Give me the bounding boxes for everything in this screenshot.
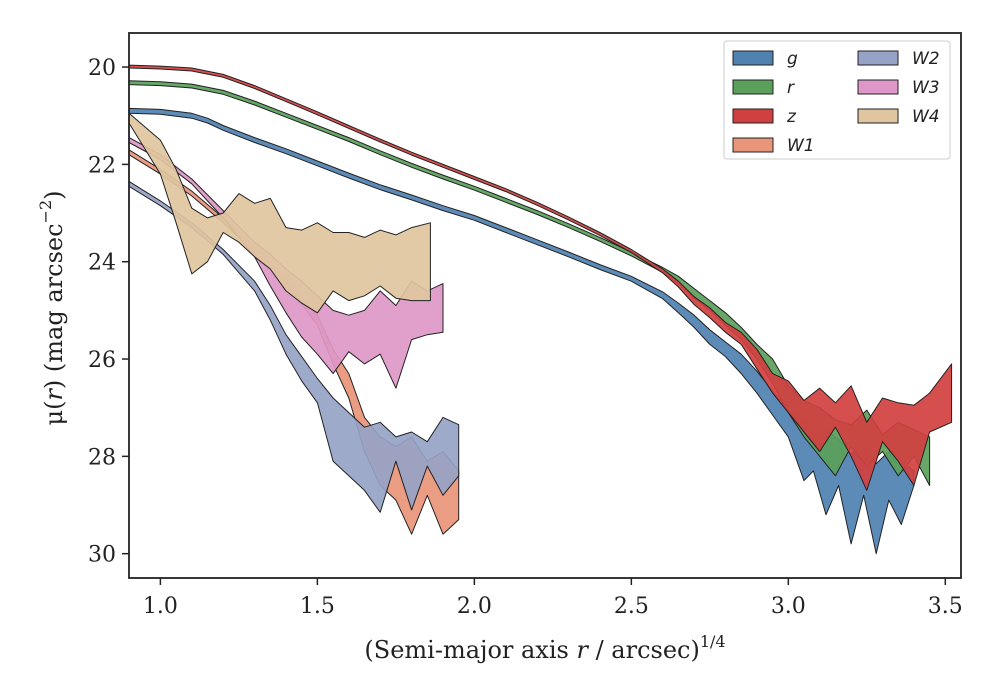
legend-swatch-w4 xyxy=(857,108,899,124)
y-tick-label: 26 xyxy=(88,348,116,373)
legend-items: grz W1 W2 W3 W4 xyxy=(732,49,940,156)
series-band-z xyxy=(128,64,953,491)
x-tick-label: 2.5 xyxy=(614,594,649,619)
y-tick-label: 28 xyxy=(88,445,116,470)
y-axis-label: μ(r) (mag arcsec−2) xyxy=(36,190,68,425)
legend-swatch-w3 xyxy=(857,79,899,95)
legend-label-z: z xyxy=(786,107,797,127)
x-tick-label: 1.0 xyxy=(143,594,178,619)
legend-swatch-w2 xyxy=(857,50,899,66)
y-tick-label: 22 xyxy=(88,153,116,178)
legend-label-w3: W3 xyxy=(912,78,940,98)
legend: grz W1 W2 W3 W4 xyxy=(723,40,951,160)
legend-label-g: g xyxy=(787,49,798,69)
legend-label-w2: W2 xyxy=(912,49,940,69)
series-band-w2 xyxy=(128,180,460,513)
x-tick-label: 3.5 xyxy=(928,594,963,619)
x-tick-label: 2.0 xyxy=(457,594,492,619)
y-axis-ticks: 20 22 24 26 28 30 xyxy=(88,56,129,568)
x-axis-label: (Semi-major axis r / arcsec)1/4 xyxy=(364,632,725,664)
y-tick-label: 20 xyxy=(88,56,116,81)
series-layer xyxy=(128,64,953,555)
legend-swatch-w1 xyxy=(732,137,774,153)
legend-label-w1: W1 xyxy=(787,136,815,156)
y-tick-label: 30 xyxy=(88,543,116,568)
plot-frame xyxy=(128,32,962,579)
legend-swatch-z xyxy=(732,108,774,124)
series-band-g xyxy=(128,107,915,555)
legend-swatch-r xyxy=(732,79,774,95)
x-tick-label: 3.0 xyxy=(771,594,806,619)
legend-frame xyxy=(723,40,951,160)
y-tick-label: 24 xyxy=(88,251,116,276)
legend-label-w4: W4 xyxy=(912,107,940,127)
series-band-w4 xyxy=(128,112,431,314)
legend-swatch-g xyxy=(732,50,774,66)
x-tick-label: 1.5 xyxy=(300,594,335,619)
x-axis-ticks: 1.0 1.5 2.0 2.5 3.0 3.5 xyxy=(143,578,963,619)
legend-label-r: r xyxy=(787,78,795,98)
